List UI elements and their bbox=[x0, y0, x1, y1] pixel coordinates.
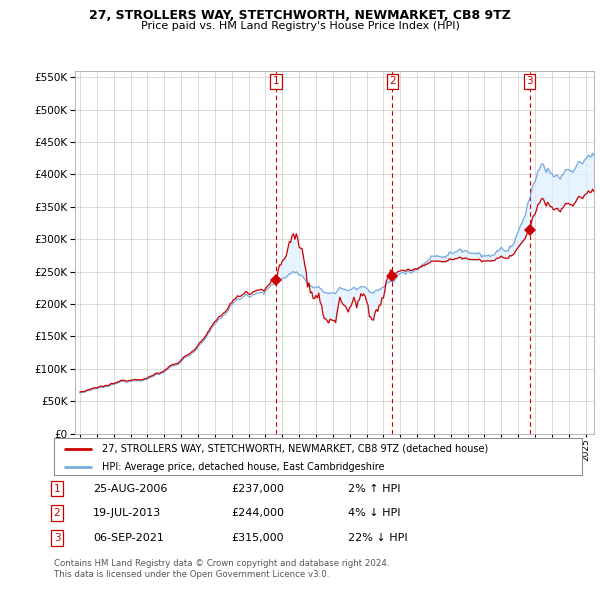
Text: 2: 2 bbox=[389, 76, 396, 86]
Text: 27, STROLLERS WAY, STETCHWORTH, NEWMARKET, CB8 9TZ (detached house): 27, STROLLERS WAY, STETCHWORTH, NEWMARKE… bbox=[101, 444, 488, 454]
Text: 1: 1 bbox=[273, 76, 280, 86]
Text: Price paid vs. HM Land Registry's House Price Index (HPI): Price paid vs. HM Land Registry's House … bbox=[140, 21, 460, 31]
Text: 27, STROLLERS WAY, STETCHWORTH, NEWMARKET, CB8 9TZ: 27, STROLLERS WAY, STETCHWORTH, NEWMARKE… bbox=[89, 9, 511, 22]
Text: 4% ↓ HPI: 4% ↓ HPI bbox=[348, 509, 401, 518]
Text: 25-AUG-2006: 25-AUG-2006 bbox=[93, 484, 167, 493]
Text: This data is licensed under the Open Government Licence v3.0.: This data is licensed under the Open Gov… bbox=[54, 571, 329, 579]
Text: 2% ↑ HPI: 2% ↑ HPI bbox=[348, 484, 401, 493]
Text: 22% ↓ HPI: 22% ↓ HPI bbox=[348, 533, 407, 543]
Text: £315,000: £315,000 bbox=[231, 533, 284, 543]
Text: £237,000: £237,000 bbox=[231, 484, 284, 493]
Text: 3: 3 bbox=[526, 76, 533, 86]
Text: 19-JUL-2013: 19-JUL-2013 bbox=[93, 509, 161, 518]
Text: 2: 2 bbox=[53, 509, 61, 518]
Text: Contains HM Land Registry data © Crown copyright and database right 2024.: Contains HM Land Registry data © Crown c… bbox=[54, 559, 389, 568]
Text: 1: 1 bbox=[53, 484, 61, 493]
Text: HPI: Average price, detached house, East Cambridgeshire: HPI: Average price, detached house, East… bbox=[101, 462, 384, 472]
Text: 3: 3 bbox=[53, 533, 61, 543]
Text: £244,000: £244,000 bbox=[231, 509, 284, 518]
Text: 06-SEP-2021: 06-SEP-2021 bbox=[93, 533, 164, 543]
